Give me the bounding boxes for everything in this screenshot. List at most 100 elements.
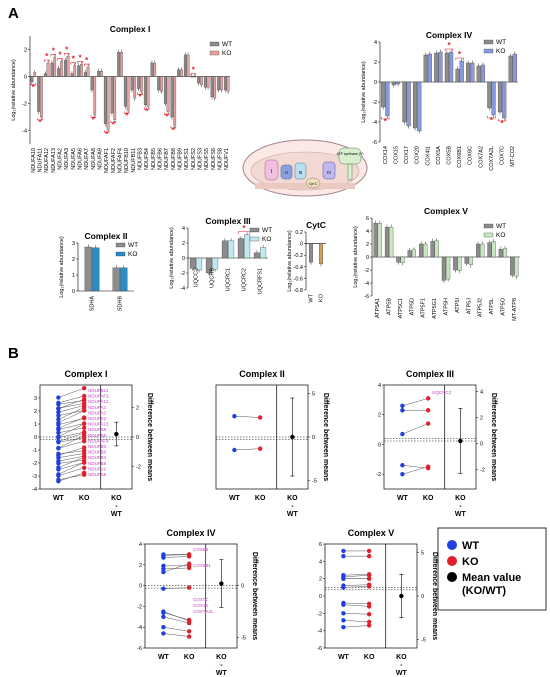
complex1-bar-wt-28: [217, 76, 220, 91]
complex1-xlabel-22: NDUFB9: [178, 148, 184, 170]
est-c1-wt-point-10: [56, 451, 61, 457]
est-c1-wt-point-17: [56, 430, 61, 435]
complex2-legend-ko-swatch: [115, 251, 126, 257]
complex5-ytick-label-6: 6: [366, 216, 369, 222]
complex4-xlabel-12: MT-CO2: [510, 146, 516, 167]
est-c5-ko-point-1: [366, 553, 372, 559]
complex1-bar-wt-29: [223, 76, 227, 91]
est-c4-ko-point-8: [186, 617, 192, 623]
complex1-sig-star-17: *: [145, 107, 149, 116]
complex5-ytick-label-3: 0: [366, 255, 369, 261]
est-c1-wt-point-24: [56, 409, 61, 415]
est-c4-ko-point-2: [186, 552, 192, 557]
est-c4-wt-point-10: [161, 625, 166, 630]
est-c5-rtick-label-0: -5: [421, 637, 426, 643]
complex2-legend-wt: WT: [128, 242, 138, 249]
complex1-bar-wt-21: [170, 76, 174, 118]
complex1-bar-ko-24: [193, 76, 197, 78]
complex1-sig-star-3: *: [52, 47, 56, 56]
complex1-bar-ko-1: [40, 76, 43, 118]
complex4-bar-ko-12: [512, 53, 517, 83]
complex5-bar-ko-12: [514, 256, 519, 277]
est-c3-ytick-label-3: 4: [378, 383, 381, 389]
cytc-bar-value-1: [319, 243, 323, 265]
complex1-xlabel-3: NDUFA13: [51, 148, 57, 173]
est-c5-ytick-label-6: 6: [319, 542, 322, 548]
complex5-bar-ko-0: [377, 223, 382, 258]
est-c5-wt-point-1: [341, 553, 346, 559]
est-c1-ko-point-13: [81, 435, 87, 440]
complex4-bar-wt-8: [466, 62, 471, 83]
complex1-bar-wt-13: [117, 52, 120, 77]
complex4-bar-ko-2: [406, 81, 411, 127]
complex1-bar-ko-14: [126, 76, 130, 111]
est-c1-xlabel-ko: KO: [79, 495, 90, 502]
complex1-sig-star-14: *: [125, 111, 129, 120]
est-c2-rtick-label-2: 5: [312, 392, 315, 398]
complex-iii-shape: [294, 162, 307, 180]
complex4-legend-wt: WT: [496, 39, 506, 46]
complex5-bar-ko-8: [468, 256, 473, 265]
est-c4-xlabel-diff-0: KO: [216, 654, 227, 661]
complex4-ytick-label-4: 2: [374, 60, 377, 66]
est-c1-xlabel-diff-0: KO: [111, 495, 122, 502]
est-c1-pair-line-23: [58, 410, 85, 416]
complex5-bar-ko-3: [411, 249, 416, 258]
est-c4-gene-label-3: COX14: [193, 603, 208, 608]
est-c1-pair-line-24: [58, 405, 85, 413]
complex4-ytick-label-2: -2: [372, 100, 377, 106]
est-c3-frame: [383, 384, 477, 490]
est-c1-pair-line-29: [58, 387, 85, 398]
est-c3-ytick-label-0: -2: [376, 472, 381, 478]
mito-label-cytc: Cyt C: [309, 182, 318, 186]
est-c3-ytick-label-1: 0: [378, 442, 381, 448]
est-c4-pair-line-11: [163, 633, 190, 637]
complex1-legend-ko-swatch: [209, 50, 220, 56]
complex5-bar-ko-5: [434, 240, 439, 258]
complex1-sig-star-7: *: [78, 53, 82, 62]
est-c1-ytick-label-5: 1: [34, 422, 37, 428]
complex3-xlabel-2: UQCRC1: [226, 268, 232, 291]
est-c3-wt-point-4: [400, 471, 405, 477]
est-c5-xlabel-ko: KO: [364, 654, 375, 661]
est-c3-gene-label-0: UQCRC2: [432, 390, 451, 395]
complex5-bar-wt-8: [464, 256, 469, 264]
complex5-bar-ko-1: [389, 226, 394, 258]
complex5-ytick-label-0: -6: [364, 294, 369, 300]
complex1-sig-star-0: *: [32, 83, 36, 92]
complex4-sig-bracket-11: [497, 119, 507, 122]
est-c1-wt-point-19: [56, 426, 61, 431]
complex4-bar-ko-0: [385, 81, 390, 117]
complex1-bar-ko-17: [146, 76, 150, 107]
est-c1-ko-point-20: [81, 416, 87, 421]
complex4-xlabel-1: COX15: [393, 146, 399, 164]
est-c1-xlabel-wt: WT: [53, 495, 65, 502]
est-c4-xlabel-diff-1: -: [220, 662, 223, 669]
est-c1-ko-point-18: [81, 421, 87, 426]
complex4-sig-star-10: *: [490, 116, 494, 125]
complex5-xlabel-1: ATP5B: [387, 298, 393, 315]
complex5-ytick-label-5: 4: [366, 229, 369, 235]
complex1-sig-bracket-0: [30, 82, 37, 86]
est-c5-pair-line-9: [343, 604, 370, 607]
complex1-xlabel-1: NDUFA11: [38, 148, 44, 172]
complex1-bar-wt-18: [150, 62, 154, 77]
est-c1-pair-line-5: [58, 456, 85, 468]
est-c3-ko-point-2: [425, 421, 431, 426]
complex1-sig-star-11: *: [105, 130, 109, 139]
complex3-bar-wt-2: [221, 240, 228, 259]
complex1-bar-wt-3: [50, 62, 54, 77]
complex1-sig-bracket-11: [103, 130, 110, 133]
complex1-bar-wt-23: [183, 54, 187, 77]
complex1-bar-ko-3: [53, 57, 57, 77]
est-c5-ko-point-7: [366, 584, 372, 589]
est-c1-rtick-label-2: 2: [136, 405, 139, 411]
complex1-sig-bracket-1: [37, 118, 43, 121]
complex1-bar-ko-16: [140, 76, 143, 92]
complex1-xlabel-5: NDUFA3: [64, 148, 70, 170]
complex1-sig-star-12: *: [112, 121, 116, 130]
est-c3-rtick-label-0: -2: [480, 468, 485, 474]
complex1-bar-ko-8: [86, 66, 90, 77]
complex4-legend-ko: KO: [496, 48, 505, 55]
